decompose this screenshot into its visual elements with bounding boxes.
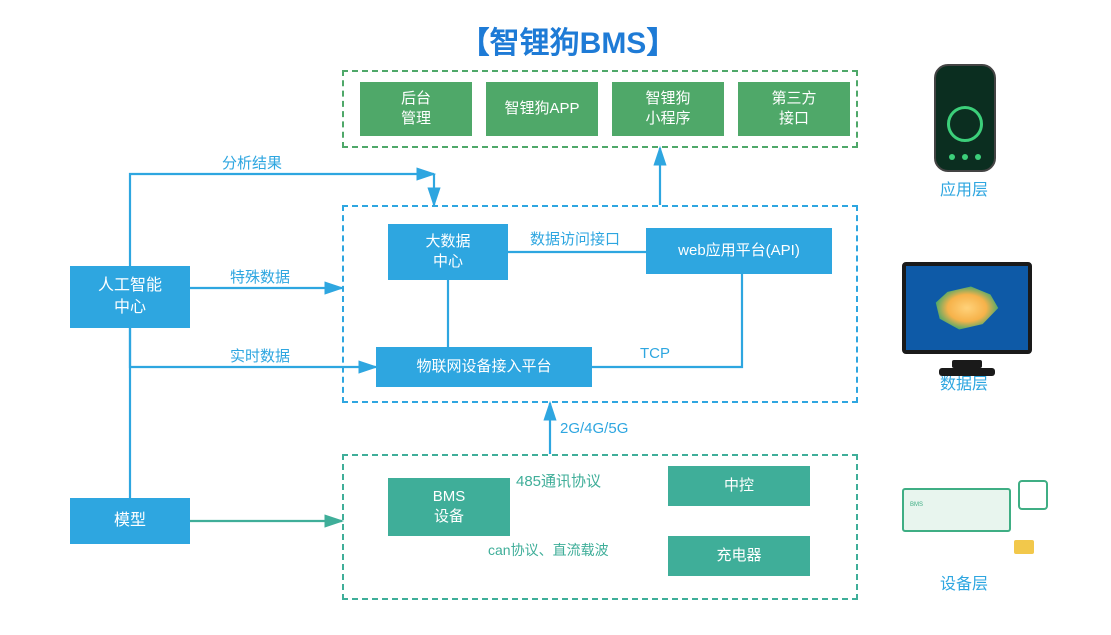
node-iot-platform: 物联网设备接入平台 xyxy=(376,347,592,387)
edge-label-bms-charger: can协议、直流载波 xyxy=(488,540,609,560)
edge-label-ai-realtime: 实时数据 xyxy=(230,345,290,366)
node-web-api: web应用平台(API) xyxy=(646,228,832,274)
node-charger: 充电器 xyxy=(668,536,810,576)
edge-label-bms-ctrl: 485通讯协议 xyxy=(516,470,601,491)
edge-label-bigdata-web: 数据访问接口 xyxy=(530,228,620,249)
node-app-app: 智锂狗APP xyxy=(486,82,598,136)
monitor-mockup-icon xyxy=(902,262,1032,354)
edge-label-dev-to-data: 2G/4G/5G xyxy=(560,420,628,437)
edge-label-iot-web: TCP xyxy=(640,345,670,362)
edge-label-ai-special: 特殊数据 xyxy=(230,266,290,287)
node-app-miniprogram: 智锂狗小程序 xyxy=(612,82,724,136)
node-model: 模型 xyxy=(70,498,190,544)
layer-label-app: 应用层 xyxy=(940,176,988,200)
node-app-admin: 后台管理 xyxy=(360,82,472,136)
node-bms-device: BMS设备 xyxy=(388,478,510,536)
node-central-control: 中控 xyxy=(668,466,810,506)
edge-label-ai-to-analysis: 分析结果 xyxy=(222,152,282,173)
layer-label-dev: 设备层 xyxy=(940,570,988,594)
node-app-thirdparty: 第三方接口 xyxy=(738,82,850,136)
node-bigdata: 大数据中心 xyxy=(388,224,508,280)
phone-mockup-icon xyxy=(934,64,996,172)
node-ai-center: 人工智能中心 xyxy=(70,266,190,328)
pcb-board-icon: BMS xyxy=(902,480,1042,554)
diagram-title: 【智锂狗BMS】 xyxy=(398,18,738,62)
